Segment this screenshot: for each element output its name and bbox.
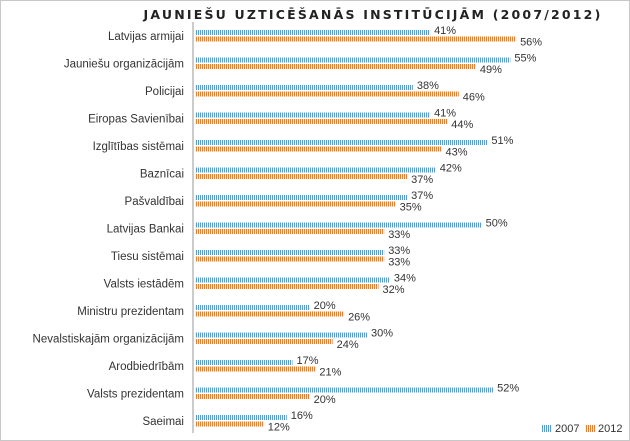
data-label-2012: 44% (451, 119, 473, 131)
category-label: Valsts prezidentam (87, 388, 184, 400)
data-label-2007: 42% (440, 163, 462, 175)
category-label: Jauniešu organizācijām (64, 58, 184, 70)
legend-label-2007: 2007 (555, 423, 579, 435)
bar-2012 (195, 366, 316, 372)
data-label-2007: 33% (388, 245, 410, 257)
category-label: Nevalstiskajām organizācijām (33, 333, 184, 345)
bar-2012 (195, 256, 385, 262)
data-label-2007: 16% (291, 410, 313, 422)
data-label-2007: 34% (394, 273, 416, 285)
chart-title: JAUNIEŠU UZTICĒŠANĀS INSTITŪCIJĀM (2007/… (143, 7, 603, 22)
category-label: Arodbiedrībām (109, 361, 184, 373)
data-label-2012: 12% (268, 422, 290, 434)
bar-2007 (195, 250, 385, 255)
bar-2012 (195, 64, 476, 69)
category-label: Pašvaldībai (125, 196, 184, 208)
bar-2007 (195, 415, 287, 420)
bar-2012 (195, 284, 379, 289)
category-label: Valsts iestādēm (104, 278, 184, 290)
bar-2012 (195, 339, 333, 344)
data-label-2012: 20% (314, 394, 336, 406)
category-label: Policijai (145, 86, 184, 98)
bar-2007 (195, 360, 293, 365)
plot-area: Latvijas armijai 41% 56% Jauniešu organizāc… (33, 25, 543, 434)
data-label-2012: 46% (463, 92, 485, 104)
data-label-2007: 52% (497, 383, 519, 395)
bar-2012 (195, 394, 310, 399)
data-label-2007: 55% (514, 53, 536, 65)
data-label-2012: 26% (348, 312, 370, 324)
bar-2012 (195, 201, 396, 207)
category-label: Latvijas armijai (108, 31, 184, 43)
legend-swatch-2007 (542, 425, 552, 432)
bar-2012 (195, 119, 448, 124)
bar-2007 (195, 57, 511, 63)
category-label: Eiropas Savienībai (88, 113, 184, 125)
data-label-2012: 33% (388, 229, 410, 241)
data-label-2007: 37% (411, 190, 433, 202)
category-label: Saeimai (142, 416, 184, 428)
data-label-2012: 49% (480, 64, 502, 76)
bar-2012 (195, 36, 517, 42)
data-label-2012: 32% (382, 284, 404, 296)
category-label: Latvijas Bankai (107, 223, 184, 235)
data-label-2007: 30% (371, 328, 393, 340)
bar-2007 (195, 277, 390, 283)
legend-label-2012: 2012 (598, 423, 622, 435)
data-label-2012: 56% (520, 37, 542, 49)
bar-2012 (195, 174, 408, 179)
bar-2007 (195, 222, 482, 228)
data-label-2007: 51% (491, 135, 513, 147)
data-label-2007: 50% (486, 218, 508, 230)
category-label: Tiesu sistēmai (111, 251, 184, 263)
data-label-2012: 21% (319, 367, 341, 379)
bar-2007 (195, 195, 408, 200)
data-label-2012: 43% (446, 147, 468, 159)
bar-2012 (195, 91, 459, 97)
category-label: Ministru prezidentam (77, 306, 184, 318)
data-label-2007: 41% (434, 108, 456, 120)
bar-2007 (195, 140, 488, 145)
bar-2007 (195, 30, 431, 35)
category-label: Izglītības sistēmai (93, 141, 184, 153)
bar-2007 (195, 387, 494, 393)
data-label-2007: 20% (314, 300, 336, 312)
data-label-2012: 35% (400, 202, 422, 214)
data-label-2012: 33% (388, 257, 410, 269)
bar-2007 (195, 112, 431, 118)
data-label-2007: 17% (296, 355, 318, 367)
data-label-2012: 37% (411, 174, 433, 186)
legend-swatch-2012 (585, 425, 595, 432)
legend: 2007 2012 (542, 423, 622, 435)
bar-2012 (195, 311, 345, 317)
data-label-2012: 24% (337, 339, 359, 351)
bar-2012 (195, 229, 385, 234)
data-label-2007: 41% (434, 25, 456, 37)
bar-2007 (195, 332, 367, 338)
bar-2007 (195, 85, 413, 90)
bar-2007 (195, 305, 310, 310)
category-label: Baznīcai (140, 168, 184, 180)
bar-2012 (195, 421, 264, 427)
bar-2012 (195, 146, 442, 152)
bar-2007 (195, 167, 436, 173)
data-label-2007: 38% (417, 80, 439, 92)
